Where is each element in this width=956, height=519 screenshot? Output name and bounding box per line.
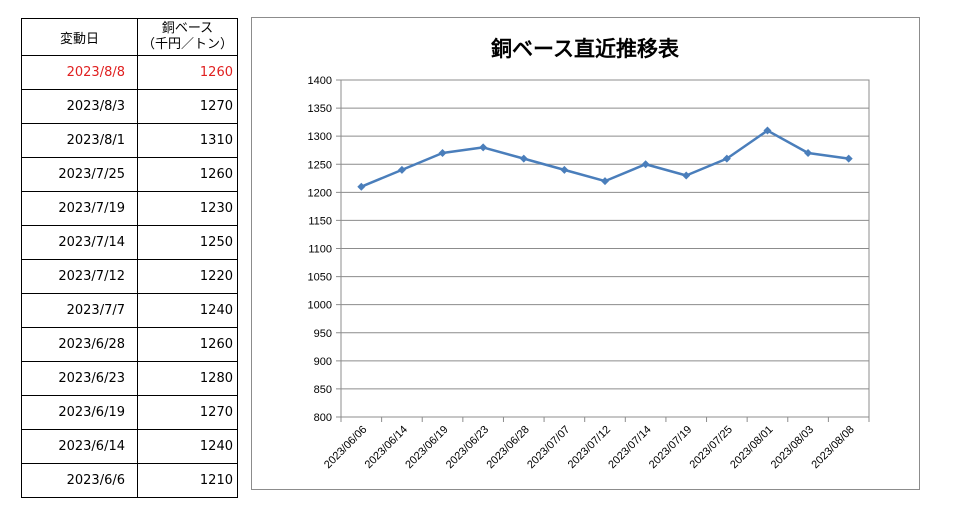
table-body: 2023/8/8 1260 2023/8/3 1270 2023/8/1 1310 2023… (21, 55, 238, 498)
data-point (601, 177, 609, 186)
table-row: 2023/8/3 1270 (21, 89, 238, 124)
row-value: 1260 (137, 55, 238, 90)
row-value: 1250 (137, 225, 238, 260)
table-row: 2023/7/7 1240 (21, 293, 238, 328)
x-tick-label: 2023/07/12 (566, 424, 613, 471)
data-point (519, 154, 528, 163)
data-point (763, 126, 772, 135)
data-point (479, 143, 488, 152)
table-row: 2023/7/12 1220 (21, 259, 238, 294)
x-tick-label: 2023/07/07 (525, 424, 572, 471)
data-point (641, 160, 650, 169)
row-date: 2023/8/8 (21, 55, 138, 90)
x-tick-label: 2023/06/14 (363, 424, 410, 471)
row-value: 1260 (137, 157, 238, 192)
y-tick-label: 1150 (308, 215, 332, 227)
row-date: 2023/6/23 (21, 361, 138, 396)
row-value: 1270 (137, 89, 238, 124)
row-value: 1260 (137, 327, 238, 362)
row-date: 2023/7/7 (21, 293, 138, 328)
data-point (560, 165, 569, 174)
row-value: 1280 (137, 361, 238, 396)
table-row: 2023/7/25 1260 (21, 157, 238, 192)
row-date: 2023/7/25 (21, 157, 138, 192)
data-point (844, 154, 853, 163)
table-row: 2023/7/14 1250 (21, 225, 238, 260)
y-tick-label: 900 (314, 356, 332, 368)
chart-title: 銅ベース直近推移表 (491, 37, 680, 61)
table-row: 2023/6/14 1240 (21, 429, 238, 464)
row-date: 2023/7/19 (21, 191, 138, 226)
table-row: 2023/6/19 1270 (21, 395, 238, 430)
row-value: 1240 (137, 429, 238, 464)
table-row: 2023/8/1 1310 (21, 123, 238, 158)
row-date: 2023/8/1 (21, 123, 138, 158)
row-date: 2023/7/12 (21, 259, 138, 294)
table-row: 2023/7/19 1230 (21, 191, 238, 226)
price-header-line1: 銅ベース (161, 21, 214, 36)
y-tick-label: 1200 (308, 187, 332, 199)
row-value: 1220 (137, 259, 238, 294)
row-value: 1210 (137, 463, 238, 498)
x-tick-label: 2023/06/19 (403, 424, 450, 471)
plot-area (340, 79, 870, 418)
price-header-line2: （千円／トン） (141, 37, 233, 52)
price-column-header: 銅ベース （千円／トン） (137, 18, 238, 56)
y-tick-label: 1000 (308, 300, 332, 312)
table-row: 2023/6/28 1260 (21, 327, 238, 362)
data-point (438, 149, 447, 158)
table-row: 2023/6/23 1280 (21, 361, 238, 396)
data-point (682, 171, 691, 180)
y-tick-label: 1300 (308, 131, 332, 143)
line-chart: 800 850 900 950 1000 1050 1100 1150 1200 1250 1300… (308, 37, 870, 471)
x-tick-label: 2023/07/14 (606, 424, 653, 471)
row-value: 1240 (137, 293, 238, 328)
y-tick-label: 1100 (308, 244, 332, 256)
y-tick-label: 800 (314, 412, 332, 424)
data-point (722, 154, 731, 163)
x-tick-label: 2023/08/03 (769, 424, 816, 471)
x-tick-label: 2023/06/06 (322, 424, 369, 471)
table-row: 2023/6/6 1210 (21, 463, 238, 498)
y-tick-label: 1250 (308, 159, 332, 171)
data-point (804, 149, 813, 158)
chart-frame: 800 850 900 950 1000 1050 1100 1150 1200 1250 1300… (251, 17, 920, 490)
row-value: 1230 (137, 191, 238, 226)
y-tick-label: 1400 (308, 75, 332, 87)
row-date: 2023/6/14 (21, 429, 138, 464)
row-date: 2023/6/28 (21, 327, 138, 362)
row-date: 2023/7/14 (21, 225, 138, 260)
data-point (397, 165, 406, 174)
y-tick-label: 1050 (308, 272, 332, 284)
row-date: 2023/6/19 (21, 395, 138, 430)
x-tick-label: 2023/07/25 (688, 424, 735, 471)
x-tick-label: 2023/08/01 (728, 424, 775, 471)
x-tick-label: 2023/06/28 (484, 424, 531, 471)
data-point (357, 182, 366, 191)
y-tick-label: 950 (314, 328, 332, 340)
table-row: 2023/8/8 1260 (21, 55, 238, 90)
y-tick-label: 1350 (308, 103, 332, 115)
date-column-header: 変動日 (21, 18, 138, 56)
price-table: 変動日 銅ベース （千円／トン） 2023/8/8 1260 2023/8/3 127… (21, 18, 238, 498)
x-tick-label: 2023/07/19 (647, 424, 694, 471)
y-tick-label: 850 (314, 384, 332, 396)
row-date: 2023/8/3 (21, 89, 138, 124)
row-value: 1270 (137, 395, 238, 430)
x-tick-label: 2023/08/08 (809, 424, 856, 471)
table-header-row: 変動日 銅ベース （千円／トン） (21, 18, 238, 56)
x-tick-label: 2023/06/23 (444, 424, 491, 471)
row-date: 2023/6/6 (21, 463, 138, 498)
row-value: 1310 (137, 123, 238, 158)
